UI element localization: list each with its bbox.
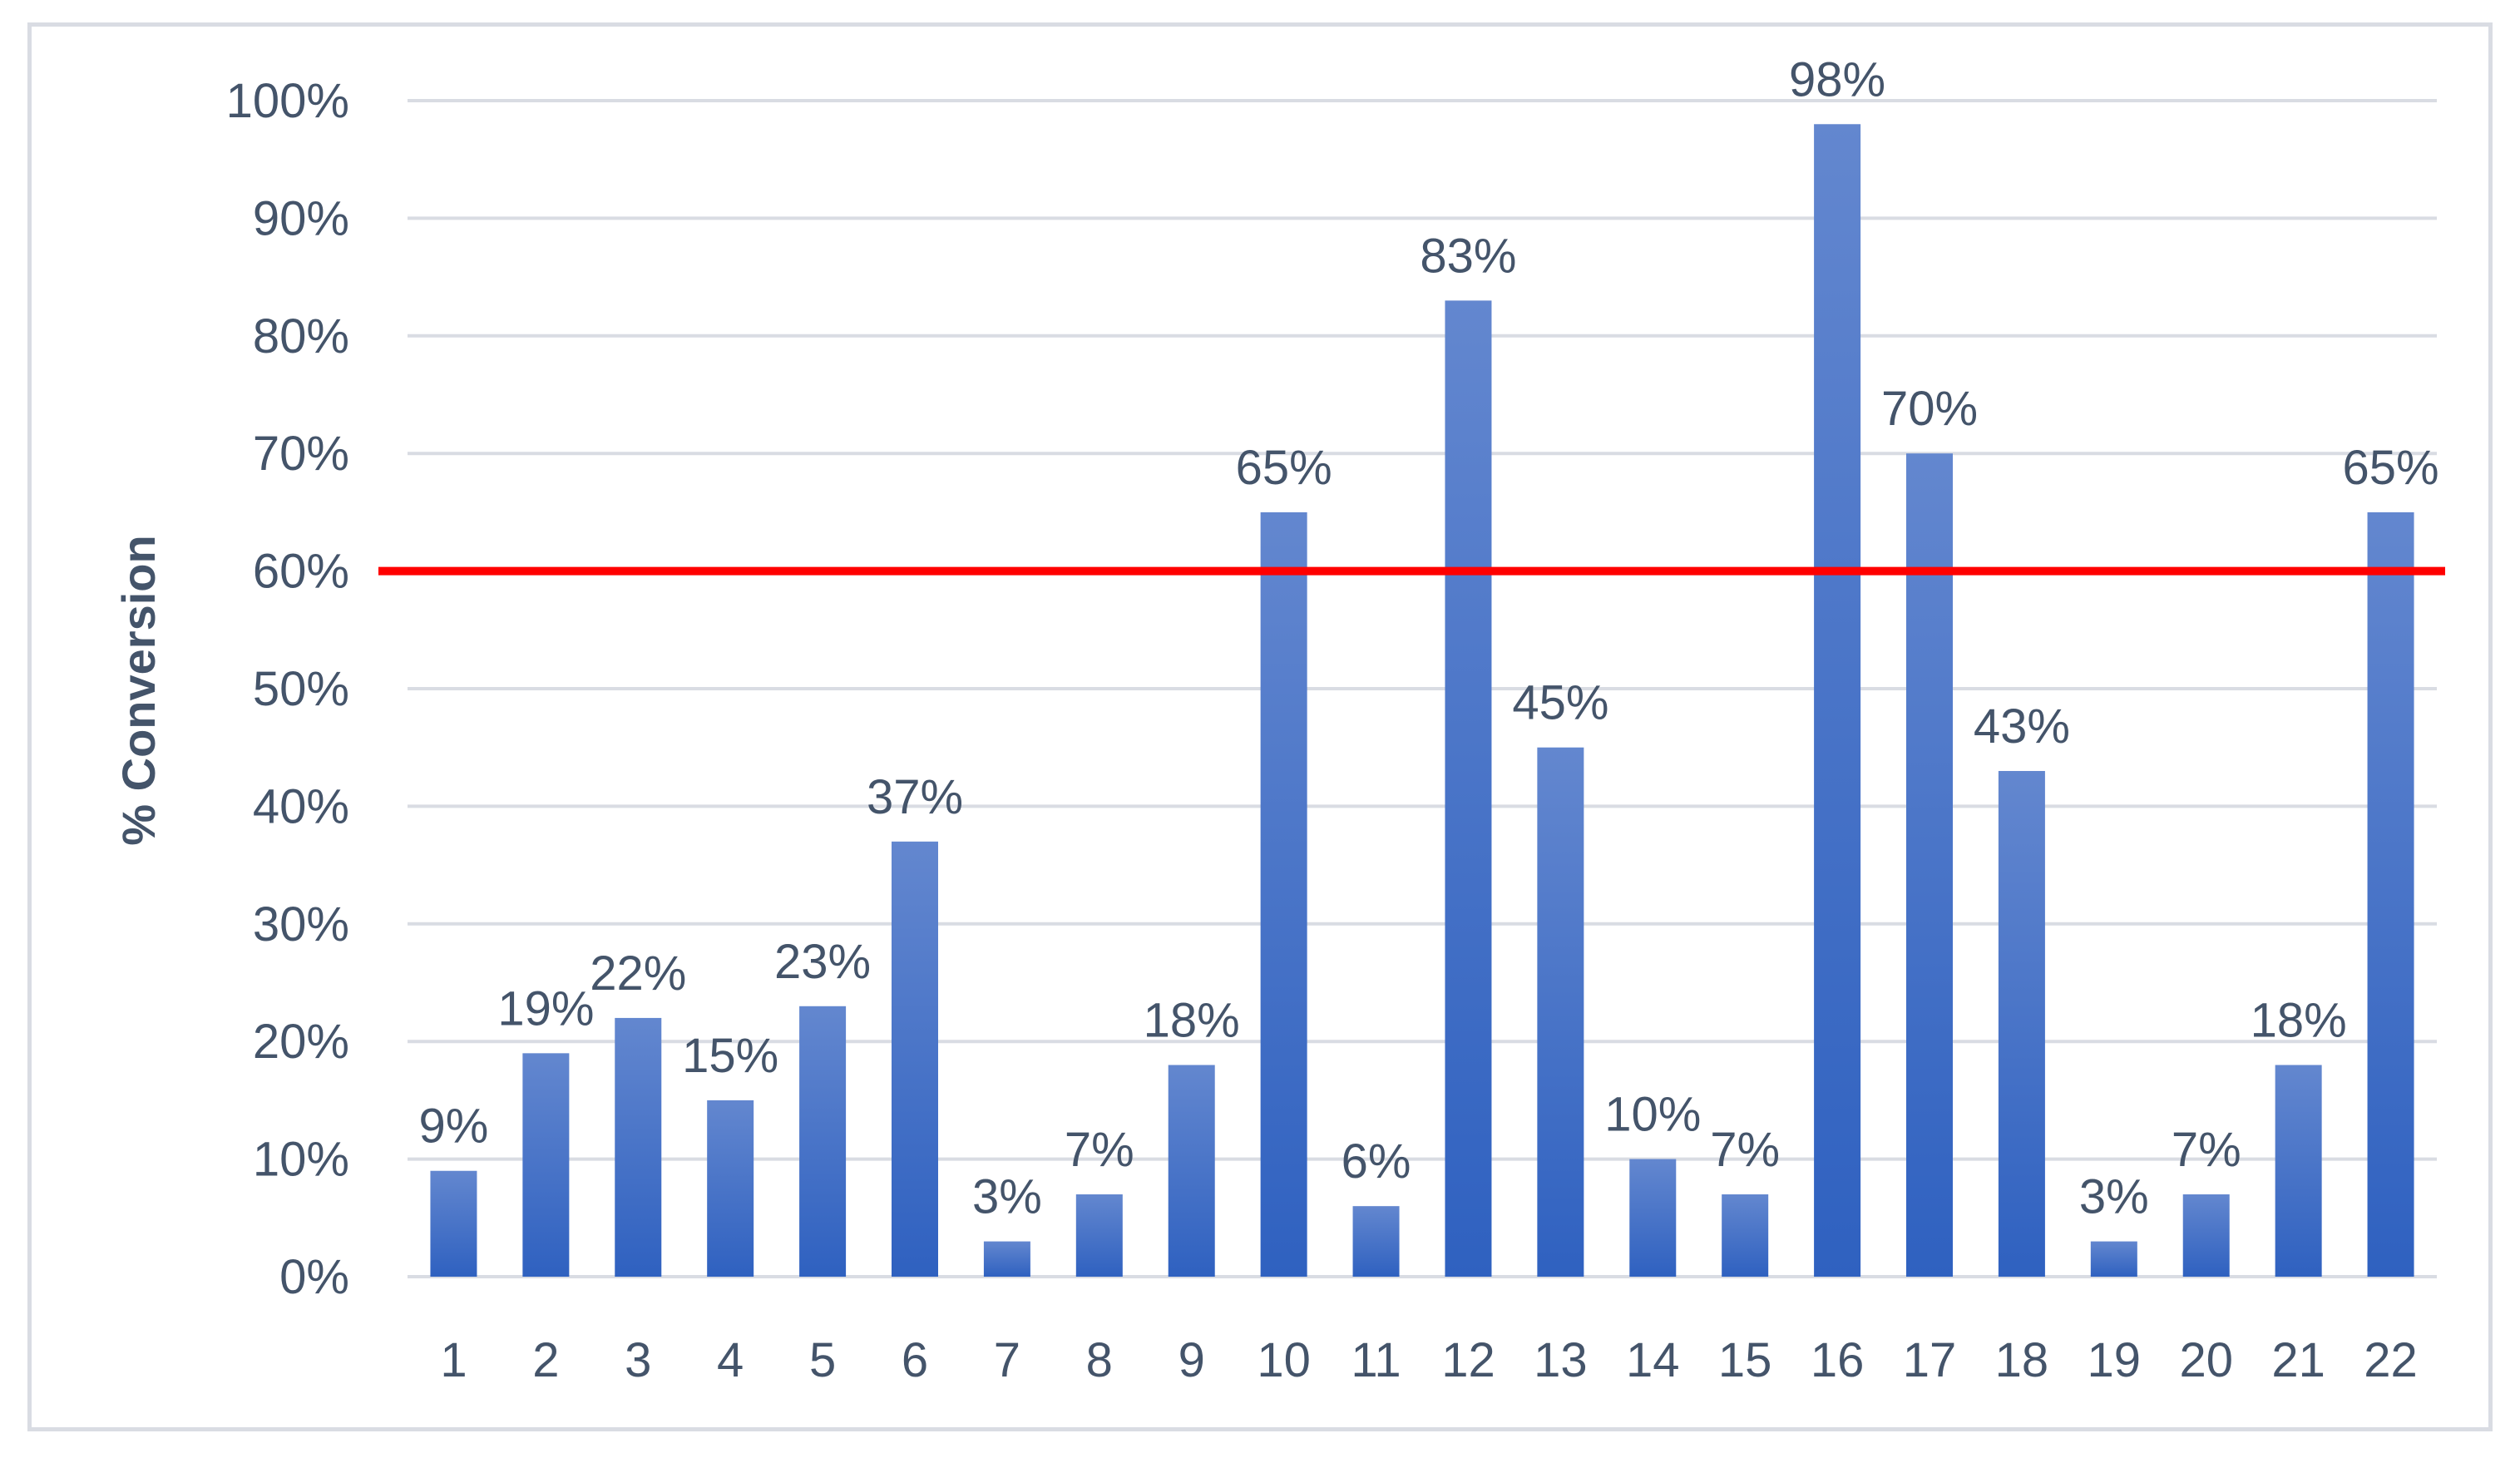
bar [1352, 1206, 1400, 1277]
bar-data-label: 18% [1144, 993, 1240, 1047]
y-tick-label: 90% [253, 191, 349, 245]
bar [1629, 1159, 1677, 1277]
x-category-label: 3 [625, 1333, 651, 1387]
bar [707, 1100, 754, 1277]
x-category-label: 16 [1811, 1333, 1865, 1387]
x-category-label: 13 [1534, 1333, 1588, 1387]
y-tick-label: 80% [253, 309, 349, 363]
x-category-label: 15 [1718, 1333, 1772, 1387]
bar-data-label: 6% [1342, 1134, 1411, 1189]
y-tick-label: 40% [253, 779, 349, 833]
x-category-label: 10 [1257, 1333, 1311, 1387]
x-category-label: 18 [1995, 1333, 2049, 1387]
bar-data-label: 65% [1236, 441, 1332, 495]
bar-data-label: 98% [1789, 52, 1885, 106]
bar-data-label: 3% [972, 1170, 1042, 1224]
x-category-label: 14 [1626, 1333, 1680, 1387]
x-category-label: 20 [2179, 1333, 2233, 1387]
x-category-label: 19 [2088, 1333, 2142, 1387]
bar [983, 1241, 1030, 1277]
x-category-label: 7 [994, 1333, 1020, 1387]
bar-data-label: 18% [2251, 993, 2347, 1047]
x-category-label: 1 [440, 1333, 467, 1387]
x-category-label: 6 [902, 1333, 928, 1387]
bar-data-label: 45% [1512, 676, 1608, 730]
y-axis-tick-labels: 0% 10% 20% 30% 40% 50% 60% 70% 80% 90% 100% [226, 74, 349, 1304]
bar [1998, 770, 2045, 1277]
y-tick-label: 100% [226, 74, 349, 128]
y-axis-title: % Conversion [112, 535, 165, 845]
bar [799, 1006, 847, 1277]
y-tick-label: 20% [253, 1015, 349, 1069]
y-tick-label: 0% [279, 1250, 349, 1304]
data-labels: 9%19%22%15%23%37%3%7%18%65%6%83%45%10%7%… [419, 52, 2439, 1223]
bar [1075, 1194, 1123, 1277]
bar [2090, 1241, 2137, 1277]
bar-data-label: 15% [682, 1029, 778, 1083]
x-category-label: 12 [1441, 1333, 1495, 1387]
bar [1722, 1194, 1769, 1277]
bar [2275, 1065, 2322, 1277]
x-category-label: 8 [1086, 1333, 1113, 1387]
bar [892, 841, 938, 1277]
y-tick-label: 50% [253, 662, 349, 716]
bar-data-label: 22% [590, 946, 686, 1001]
x-category-label: 21 [2271, 1333, 2325, 1387]
x-category-label: 11 [1351, 1333, 1401, 1387]
bar [1168, 1065, 1215, 1277]
bar [2367, 512, 2414, 1277]
bar-data-label: 7% [1065, 1123, 1134, 1177]
bar [2182, 1194, 2230, 1277]
y-tick-label: 10% [253, 1133, 349, 1187]
bar-data-label: 3% [2079, 1170, 2149, 1224]
bar-data-label: 83% [1420, 229, 1516, 283]
x-category-label: 2 [532, 1333, 559, 1387]
bar [615, 1017, 662, 1277]
bar-data-label: 7% [1710, 1123, 1780, 1177]
bar-data-label: 7% [2172, 1123, 2241, 1177]
bar-data-label: 43% [1974, 699, 2070, 754]
bar-data-label: 19% [497, 981, 594, 1035]
x-axis-category-labels: 1 2 3 4 5 6 7 8 9 10 11 12 13 14 15 16 17 18 19 20 21 22 [440, 1333, 2417, 1387]
x-category-label: 17 [1903, 1333, 1957, 1387]
y-tick-label: 30% [253, 897, 349, 951]
bar-data-label: 65% [2342, 441, 2438, 495]
bars [430, 124, 2414, 1277]
x-category-label: 5 [809, 1333, 836, 1387]
x-category-label: 22 [2364, 1333, 2418, 1387]
bar [522, 1053, 570, 1277]
bar [430, 1170, 477, 1277]
bar-data-label: 23% [774, 935, 871, 989]
bar-data-label: 37% [867, 770, 963, 824]
bar [1814, 124, 1861, 1277]
x-category-label: 9 [1178, 1333, 1205, 1387]
bar-data-label: 10% [1604, 1088, 1701, 1142]
bar-data-label: 9% [419, 1100, 489, 1154]
bar-data-label: 70% [1881, 382, 1978, 436]
y-tick-label: 70% [253, 427, 349, 481]
bar [1906, 453, 1953, 1277]
bar [1537, 747, 1584, 1277]
x-category-label: 4 [717, 1333, 744, 1387]
bar [1260, 512, 1307, 1277]
y-tick-label: 60% [253, 545, 349, 599]
bar [1445, 300, 1492, 1277]
